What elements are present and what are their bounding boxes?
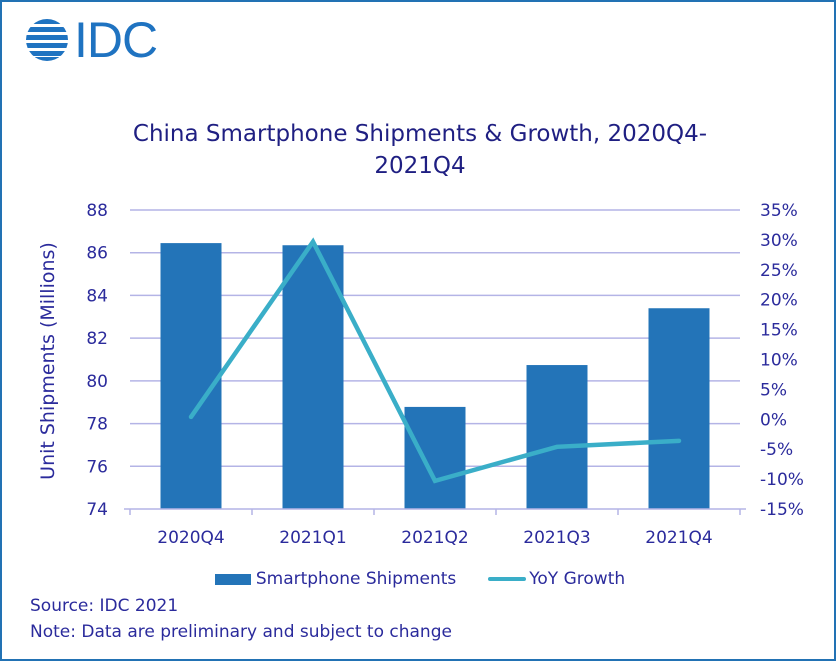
y-right-tick-label: 25%: [760, 261, 798, 281]
idc-logo: IDC: [24, 12, 158, 68]
legend-label-shipments: Smartphone Shipments: [255, 569, 457, 589]
bar-2021Q4: [648, 308, 710, 509]
legend-bar-swatch: [214, 573, 251, 585]
x-tick-label: 2021Q4: [645, 528, 712, 548]
bar-series: [160, 243, 710, 509]
y-tick-label: 84: [86, 286, 108, 306]
gridlines: [130, 209, 740, 468]
y-right-tick-label: 10%: [760, 351, 798, 371]
y-right-tick-label: 5%: [760, 380, 787, 400]
chart-title: China Smartphone Shipments & Growth, 202…: [82, 118, 758, 182]
x-tick-labels: 2020Q4 2021Q1 2021Q2 2021Q3 2021Q4: [157, 528, 712, 548]
y-tick-label: 76: [86, 457, 108, 477]
y-right-tick-label: 20%: [760, 291, 798, 311]
y-right-tick-label: -15%: [760, 500, 804, 520]
y-tick-label: 86: [86, 244, 108, 264]
legend-item-shipments: Smartphone Shipments: [214, 569, 457, 589]
idc-globe-icon: [26, 19, 68, 61]
y-tick-label: 78: [86, 415, 108, 435]
y-right-tick-label: -5%: [760, 440, 793, 460]
bar-2021Q3: [526, 365, 588, 509]
y-right-tick-label: -10%: [760, 470, 804, 490]
y-tick-label: 74: [86, 500, 108, 520]
legend-line-swatch: [488, 577, 527, 581]
y-right-tick-label: 30%: [760, 231, 798, 251]
y-right-tick-label: 0%: [760, 410, 787, 430]
line-series: [188, 237, 682, 484]
bar-2021Q2: [404, 406, 466, 509]
y-right-tick-label: 15%: [760, 321, 798, 341]
axes: [124, 508, 746, 515]
x-tick-label: 2021Q1: [279, 528, 346, 548]
chart-title-line-1: China Smartphone Shipments & Growth, 202…: [132, 121, 708, 147]
bar-2021Q1: [282, 245, 344, 509]
x-tick-label: 2020Q4: [157, 528, 224, 548]
y-right-tick-label: 35%: [760, 201, 798, 221]
x-tick-label: 2021Q3: [523, 528, 590, 548]
legend-item-growth: YoY Growth: [488, 569, 625, 589]
y-tick-label: 80: [86, 372, 108, 392]
x-tick-label: 2021Q2: [401, 528, 468, 548]
legend-label-growth: YoY Growth: [529, 569, 626, 589]
source-note: Source: IDC 2021: [30, 596, 179, 616]
legend: Smartphone Shipments YoY Growth: [2, 569, 836, 589]
idc-logo-text: IDC: [74, 12, 158, 68]
chart-title-line-2: 2021Q4: [374, 153, 466, 179]
y-tick-label: 82: [86, 329, 108, 349]
y-tick-label: 88: [86, 201, 108, 221]
bar-2020Q4: [160, 243, 222, 509]
disclaimer-note: Note: Data are preliminary and subject t…: [30, 622, 452, 642]
left-tick-labels: 74 76 78 80 82 84 86 88: [86, 201, 108, 520]
right-tick-labels: -15% -10% -5% 0% 5% 10% 15% 20% 25% 30% 35%: [760, 201, 804, 520]
